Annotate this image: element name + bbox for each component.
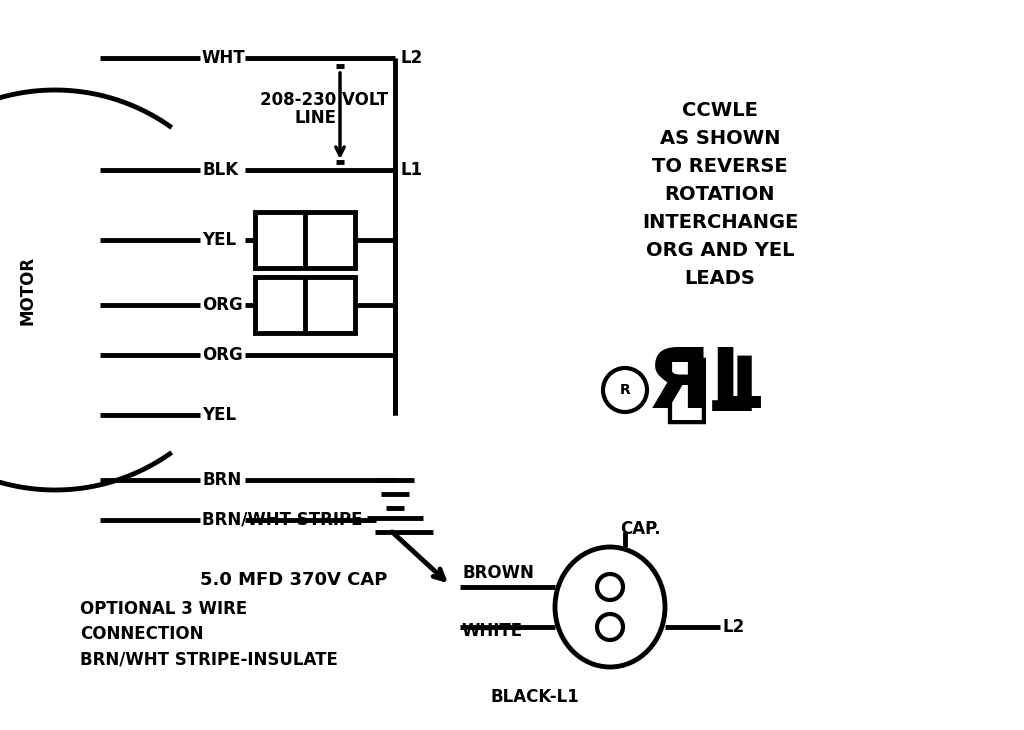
Text: OPTIONAL 3 WIRE
CONNECTION
BRN/WHT STRIPE-INSULATE: OPTIONAL 3 WIRE CONNECTION BRN/WHT STRIP… (80, 600, 338, 668)
Text: ORG: ORG (202, 296, 243, 314)
Text: WHITE: WHITE (462, 622, 523, 640)
Text: 208-230 VOLT: 208-230 VOLT (260, 91, 388, 109)
Text: Ⓡ⅃: Ⓡ⅃ (663, 353, 758, 427)
Text: CAP.: CAP. (620, 520, 660, 538)
Text: CCWLE
AS SHOWN
TO REVERSE
ROTATION
INTERCHANGE
ORG AND YEL
LEADS: CCWLE AS SHOWN TO REVERSE ROTATION INTER… (642, 101, 798, 288)
Bar (255, 212, 355, 268)
Text: L1: L1 (400, 161, 422, 179)
Text: LINE: LINE (295, 109, 337, 127)
Text: BRN/WHT STRIPE: BRN/WHT STRIPE (202, 511, 362, 529)
Text: ЯL: ЯL (646, 345, 764, 426)
Text: WHT: WHT (202, 49, 246, 67)
Text: BRN: BRN (202, 471, 242, 489)
Text: L2: L2 (400, 49, 422, 67)
Text: L2: L2 (723, 618, 745, 636)
Bar (255, 277, 355, 333)
Text: R: R (620, 383, 631, 397)
Text: BLACK-L1: BLACK-L1 (490, 688, 579, 706)
Text: BROWN: BROWN (462, 564, 534, 582)
Text: 5.0 MFD 370V CAP: 5.0 MFD 370V CAP (200, 571, 387, 589)
Text: ORG: ORG (202, 346, 243, 364)
Text: YEL: YEL (202, 231, 237, 249)
Text: BLK: BLK (202, 161, 239, 179)
Text: MOTOR: MOTOR (19, 255, 37, 325)
Text: YEL: YEL (202, 406, 237, 424)
